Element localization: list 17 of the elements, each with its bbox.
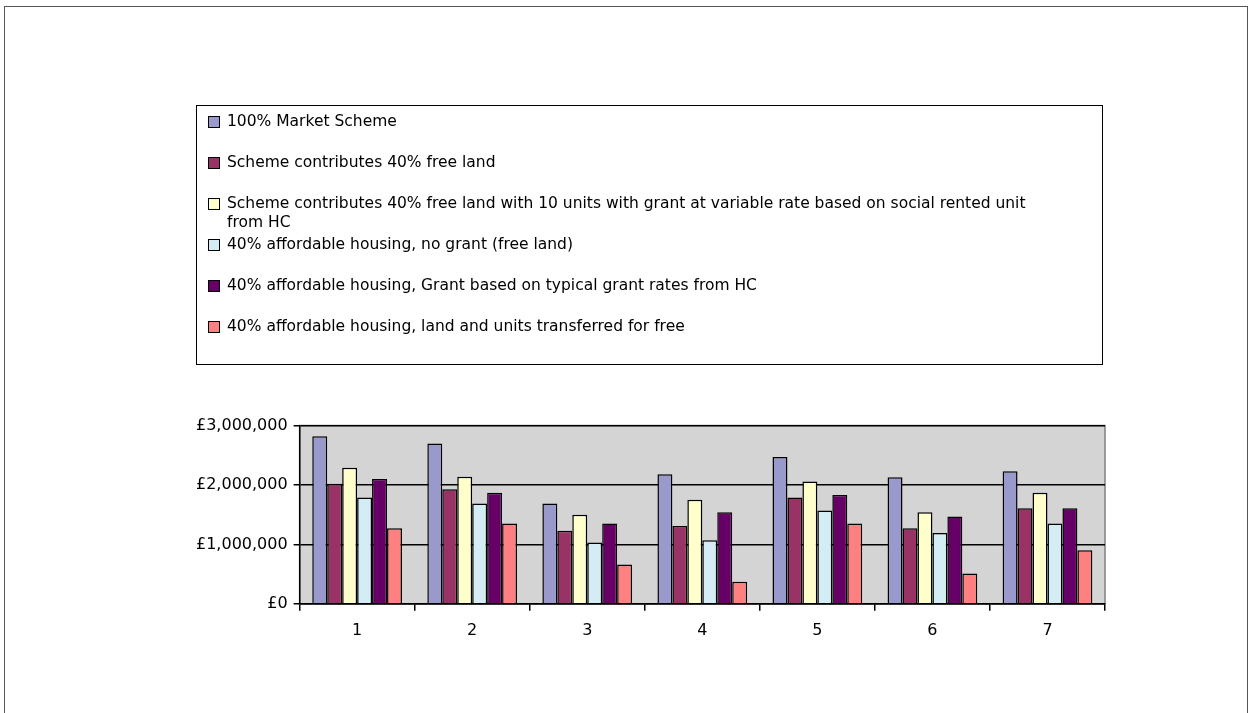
x-tick-label: 6 (927, 619, 938, 639)
x-tick-label: 1 (352, 619, 363, 639)
x-tick-label: 3 (582, 619, 593, 639)
legend-label: 100% Market Scheme (227, 112, 398, 131)
y-tick-label: £2,000,000 (196, 474, 288, 494)
legend-label: Scheme contributes 40% free land (227, 153, 497, 172)
y-tick-label: £3,000,000 (196, 414, 288, 434)
x-tick-label: 5 (812, 619, 823, 639)
legend-label: 40% affordable housing, Grant based on typical grant rates from HC (227, 276, 758, 295)
legend-label: Scheme contributes 40% free land with 10 units with grant at variable rate based on social rented unit from HC (227, 194, 1027, 232)
y-tick-label: £0 (267, 592, 288, 612)
legend-label: 40% affordable housing, no grant (free land) (227, 235, 574, 254)
y-tick-label: £1,000,000 (196, 533, 288, 553)
x-tick-label: 2 (467, 619, 478, 639)
legend-label: 40% affordable housing, land and units transferred for free (227, 317, 686, 336)
x-tick-label: 7 (1042, 619, 1053, 639)
x-tick-label: 4 (697, 619, 708, 639)
